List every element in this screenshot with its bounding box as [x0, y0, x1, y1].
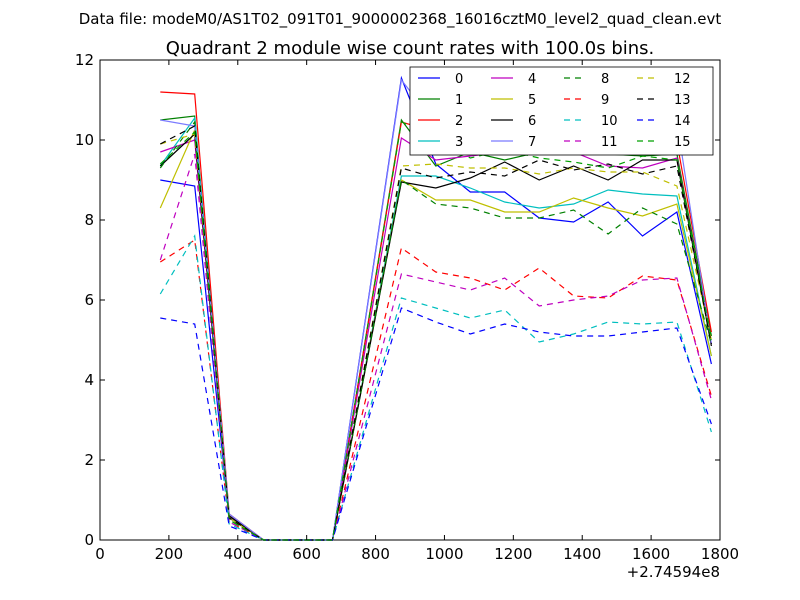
suptitle: Data file: modeM0/AS1T02_091T01_90000023… [79, 10, 722, 29]
legend-label-8: 8 [601, 72, 609, 87]
x-offset-label: +2.74594e8 [627, 563, 720, 581]
x-tick-label: 200 [155, 545, 184, 563]
legend-frame [409, 66, 714, 156]
legend-label-12: 12 [674, 72, 691, 87]
series-layer [159, 75, 712, 541]
series-line-6 [159, 132, 712, 541]
legend-label-14: 14 [674, 114, 691, 129]
legend-label-6: 6 [528, 114, 536, 129]
tick-layer: 0 200 400 600 800 1000 1200 1400 1600 18000246810… [75, 51, 739, 563]
y-tick-label: 0 [84, 531, 94, 549]
legend-label-5: 5 [528, 93, 536, 108]
y-tick-label: 4 [84, 371, 94, 389]
legend-label-1: 1 [455, 93, 463, 108]
x-tick-label: 600 [292, 545, 321, 563]
x-tick-label: 1800 [701, 545, 739, 563]
chart-title: Quadrant 2 module wise count rates with … [166, 38, 655, 59]
legend-label-0: 0 [455, 72, 463, 87]
legend-label-4: 4 [528, 72, 536, 87]
x-tick-label: 1400 [563, 545, 601, 563]
x-tick-label: 800 [361, 545, 390, 563]
series-line-13 [160, 125, 712, 541]
series-line-11 [159, 153, 712, 541]
legend-label-15: 15 [674, 135, 691, 150]
legend-label-2: 2 [455, 114, 463, 129]
legend-label-11: 11 [601, 135, 618, 150]
y-tick-label: 12 [75, 51, 94, 69]
x-tick-label: 400 [223, 545, 252, 563]
y-tick-label: 8 [84, 211, 94, 229]
y-tick-label: 6 [84, 291, 94, 309]
x-tick-label: 0 [95, 545, 105, 563]
legend-label-13: 13 [674, 93, 691, 108]
legend-label-3: 3 [455, 135, 463, 150]
x-tick-label: 1200 [494, 545, 532, 563]
x-tick-label: 1000 [425, 545, 463, 563]
series-line-14 [160, 307, 712, 541]
y-tick-label: 10 [75, 131, 94, 149]
series-line-10 [159, 234, 712, 541]
legend-label-9: 9 [601, 93, 609, 108]
y-tick-label: 2 [84, 451, 94, 469]
x-tick-label: 1600 [632, 545, 670, 563]
legend-label-10: 10 [601, 114, 618, 129]
legend-label-7: 7 [528, 135, 536, 150]
